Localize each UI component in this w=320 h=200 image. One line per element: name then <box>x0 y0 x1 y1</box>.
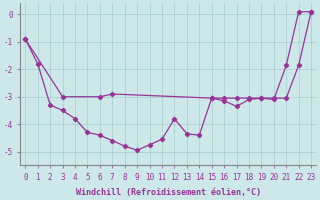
X-axis label: Windchill (Refroidissement éolien,°C): Windchill (Refroidissement éolien,°C) <box>76 188 261 197</box>
